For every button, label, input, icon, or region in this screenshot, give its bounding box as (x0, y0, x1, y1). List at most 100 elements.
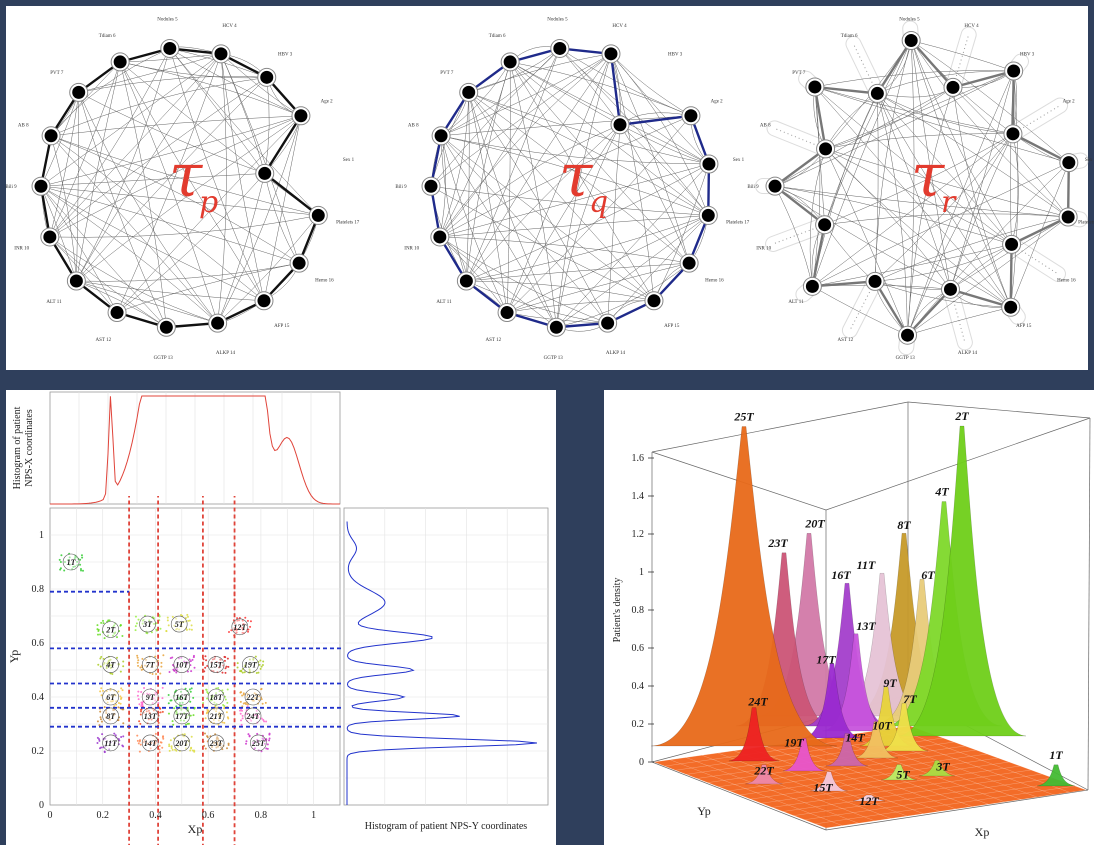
cluster-label-ring (102, 707, 119, 725)
graph-edge (556, 215, 709, 328)
scatter-point (148, 622, 151, 625)
graph-edge (441, 135, 709, 216)
scatter-point (136, 656, 139, 659)
graph-node (682, 256, 696, 270)
graph-node (870, 86, 884, 100)
cluster-label-ring (102, 734, 119, 752)
scatter-point (178, 697, 181, 700)
graph-node (434, 129, 448, 143)
scatter-point (156, 665, 159, 668)
node-label: Tdiam 6 (489, 34, 506, 39)
scatter-point (185, 743, 188, 746)
graph-edge (441, 115, 691, 137)
peak-label-1T: 1T (1049, 748, 1063, 762)
scatter-point (122, 665, 125, 668)
scatter-point (256, 714, 259, 717)
cluster-label-21T: 21T (209, 712, 224, 721)
graph-edge (875, 244, 1012, 282)
graph-node (613, 118, 627, 132)
node-label: PVT 7 (50, 71, 64, 76)
graph-edge (506, 53, 612, 313)
peak-label-13T: 13T (856, 619, 876, 633)
graph-edge (264, 77, 270, 174)
node-label: HCV 4 (964, 24, 979, 29)
scatter-point (206, 697, 209, 700)
scatter-point (254, 713, 257, 716)
cluster-label-ring (249, 734, 267, 752)
scatter-point (113, 705, 116, 708)
graph-edge (49, 236, 118, 313)
graph-edge (877, 93, 1011, 308)
scatter-point (248, 658, 251, 661)
graph-edge (439, 135, 446, 237)
scatter-point (140, 704, 143, 707)
scatter-point (150, 718, 153, 721)
graph-edge (78, 76, 267, 93)
scatter-point (240, 723, 243, 726)
node-label: Tdiam 6 (99, 34, 116, 39)
graph-edge (439, 53, 612, 238)
graph-edge (774, 185, 1012, 245)
scatter-point (138, 739, 141, 742)
graph-edge (439, 115, 692, 238)
graph-node (1006, 127, 1020, 141)
node-label: Hemo 16 (705, 278, 724, 283)
cluster-label-24T: 24T (246, 712, 261, 721)
scatter-point (216, 736, 219, 739)
scatter-point (249, 620, 252, 623)
scatter-point (245, 740, 248, 743)
scatter-point (140, 710, 143, 713)
graph-edge (440, 135, 508, 313)
graph-edge (78, 92, 265, 174)
scatter-point (217, 713, 220, 716)
scatter-point (240, 719, 243, 722)
scatter-point (216, 743, 219, 746)
graph-edge (907, 162, 1069, 336)
scatter-point (105, 741, 108, 744)
scatter-point (140, 691, 143, 694)
scatter-point (206, 664, 209, 667)
peak-label-4T: 4T (934, 485, 949, 499)
scatter-point (217, 719, 220, 722)
scatter-point (217, 739, 220, 742)
scatter-point (184, 687, 187, 690)
surface-box-edge (825, 789, 1089, 831)
cluster-label-ring (141, 688, 159, 706)
scatter-point (76, 564, 79, 567)
graph-edge (49, 236, 218, 324)
surface-peak-7T (879, 702, 929, 752)
surface-peak-5T (881, 764, 917, 781)
graph-edge (877, 93, 908, 336)
graph-node (604, 47, 618, 61)
scatter-point (115, 636, 118, 639)
scatter-point (243, 671, 246, 674)
peak-label-14T: 14T (845, 730, 865, 744)
node-label: INR 10 (404, 246, 419, 251)
scatter-point (253, 692, 256, 695)
scatter-point (178, 628, 181, 631)
scatter-point (168, 749, 171, 752)
surface-mesh-line (893, 728, 1070, 793)
scatter-point (113, 732, 116, 735)
node-label: INR 10 (756, 246, 771, 251)
tau-symbol-tau-p: τ (169, 141, 203, 211)
graph-node (553, 41, 567, 55)
scatter-point (115, 703, 118, 706)
peak-label-23T: 23T (767, 536, 788, 550)
scatter-point (193, 666, 196, 669)
graph-edge (468, 53, 612, 93)
scatter-point (148, 711, 151, 714)
scatter-point (258, 699, 261, 702)
scatter-point (108, 748, 111, 751)
scatter-point (154, 739, 157, 742)
cluster-label-18T: 18T (210, 693, 224, 702)
scatter-point (96, 624, 99, 627)
scatter-point (185, 660, 188, 663)
scatter-point (97, 628, 100, 631)
surface-peak-25T (651, 426, 837, 747)
scatter-xlabel: Xp (188, 822, 203, 836)
scatter-point (268, 733, 271, 736)
scatter-point (246, 695, 249, 698)
graph-edge (40, 186, 118, 313)
scatter-point (135, 622, 138, 625)
